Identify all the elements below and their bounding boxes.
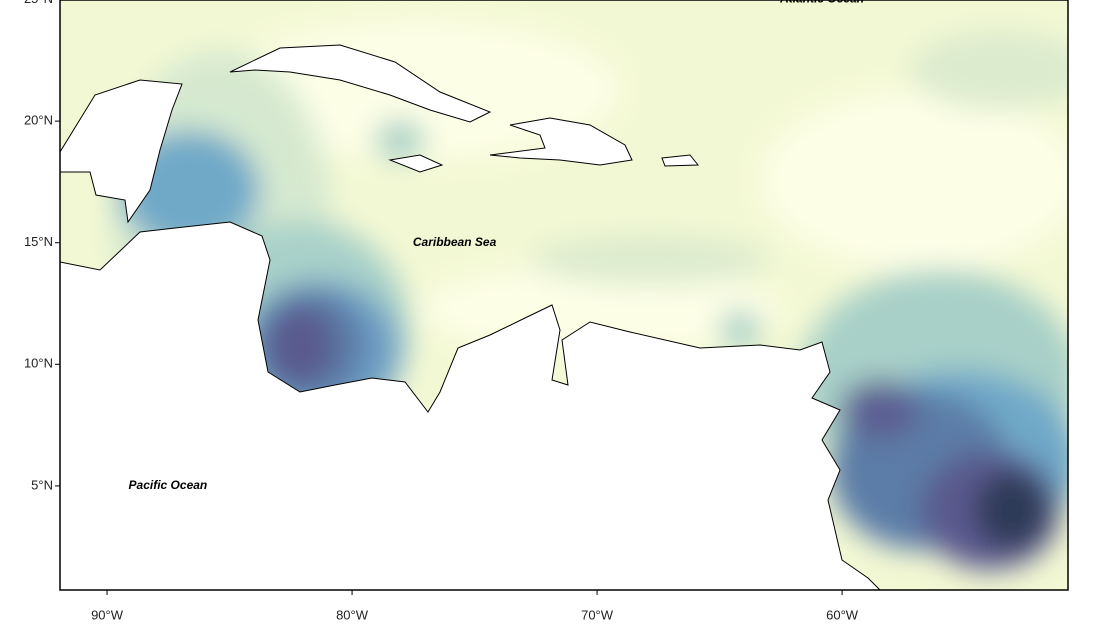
lon-tick-label: 90°W [91, 607, 124, 622]
lon-tick-label: 70°W [581, 607, 614, 622]
frame [59, 0, 1069, 591]
lat-tick-label: 5°N [31, 477, 53, 492]
ticks: 25°N 20°N 15°N 10°N 5°N 90°W 80°W 70°W 60°W [24, 0, 859, 622]
place-label: Caribbean Sea [413, 235, 497, 249]
lat-tick-label: 15°N [24, 234, 53, 249]
lat-tick-label: 25°N [24, 0, 53, 6]
land-mainland [60, 221, 881, 590]
lon-tick-label: 80°W [336, 607, 369, 622]
place-labels: Atlantic Ocean Caribbean Sea Pacific Ocean [129, 0, 865, 492]
land-puerto-rico [661, 154, 700, 167]
land-jamaica [388, 154, 444, 173]
land-hispaniola [489, 117, 633, 166]
map-area [60, 0, 1068, 590]
lat-tick-label: 10°N [24, 356, 53, 371]
place-label: Pacific Ocean [129, 478, 208, 492]
lon-tick-label: 60°W [826, 607, 859, 622]
lat-tick-label: 20°N [24, 113, 53, 128]
land-yucatan [60, 79, 183, 224]
place-label: Atlantic Ocean [779, 0, 864, 6]
land-cuba [229, 44, 492, 123]
